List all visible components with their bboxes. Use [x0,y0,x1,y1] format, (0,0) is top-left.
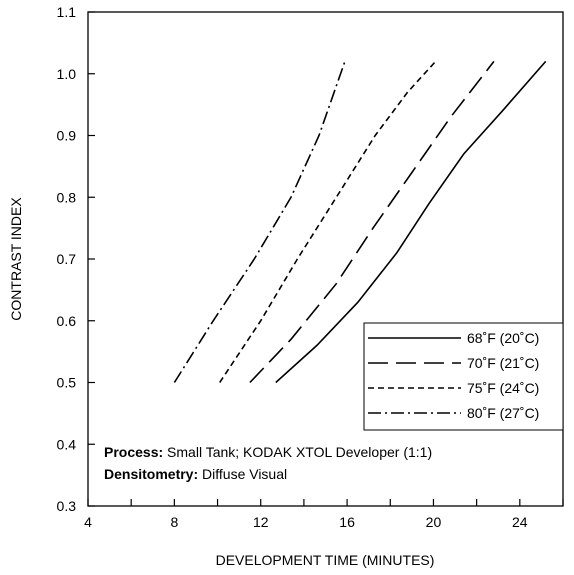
densitometry-note: Densitometry: Diffuse Visual [104,466,287,482]
y-tick-label: 0.3 [57,498,77,514]
series-lines [173,60,547,384]
x-tick-label: 8 [170,514,178,530]
process-annotation: Process: Small Tank; KODAK XTOL Develope… [104,444,432,482]
y-tick-label: 0.4 [57,436,77,452]
series-line-0 [275,60,547,384]
y-tick-label: 0.9 [57,128,77,144]
process-note-label: Process: [104,444,163,460]
process-note: Process: Small Tank; KODAK XTOL Develope… [104,444,432,460]
legend-box [363,322,564,431]
x-tick-label: 4 [84,514,92,530]
process-note-text: Small Tank; KODAK XTOL Developer (1:1) [163,444,432,460]
y-tick-label: 1.0 [57,66,77,82]
legend-label-3: 80˚F (27˚C) [467,405,539,421]
y-tick-label: 0.5 [57,375,77,391]
y-tick-label: 1.1 [57,4,77,20]
x-axis-label: DEVELOPMENT TIME (MINUTES) [216,552,435,568]
x-tick-label: 16 [339,514,355,530]
densitometry-note-text: Diffuse Visual [198,466,287,482]
y-axis-label: CONTRAST INDEX [8,197,24,321]
legend-label-0: 68˚F (20˚C) [467,330,539,346]
legend-label-2: 75˚F (24˚C) [467,380,539,396]
legend-items: 68˚F (20˚C) 70˚F (21˚C) 75˚F (24˚C) 80˚F (2… [368,330,539,421]
x-axis-ticks: 4 8 12 16 20 24 [84,499,564,530]
series-line-3 [173,61,346,383]
plot-frame [87,11,564,507]
y-tick-label: 0.8 [57,189,77,205]
legend-label-1: 70˚F (21˚C) [467,355,539,371]
legend: 68˚F (20˚C) 70˚F (21˚C) 75˚F (24˚C) 80˚F (2… [363,322,564,431]
x-tick-label: 24 [512,514,528,530]
y-tick-label: 0.6 [57,313,77,329]
series-line-2 [219,60,437,383]
y-axis-ticks: 0.3 0.4 0.5 0.6 0.7 0.8 0.9 1.0 1.1 [57,4,95,514]
x-tick-label: 20 [426,514,442,530]
x-tick-label: 12 [253,514,269,530]
densitometry-note-label: Densitometry: [104,466,198,482]
series-line-1 [249,60,495,384]
y-tick-label: 0.7 [57,251,77,267]
